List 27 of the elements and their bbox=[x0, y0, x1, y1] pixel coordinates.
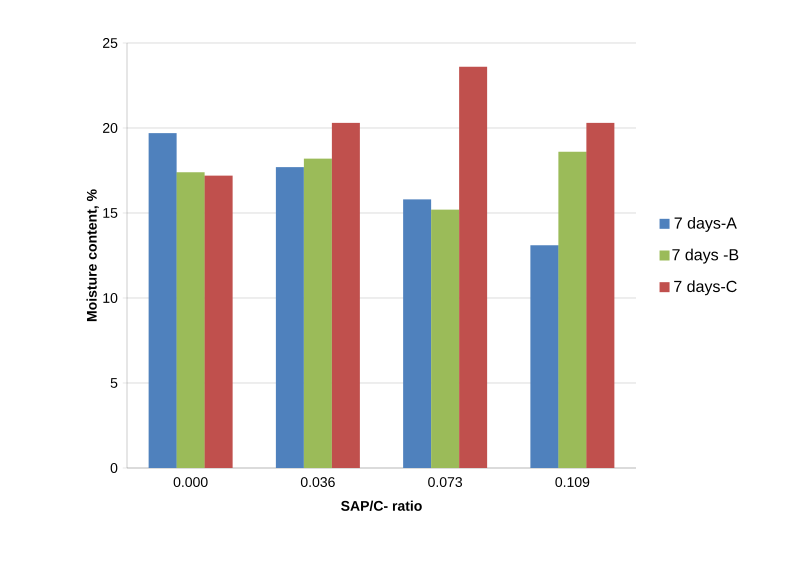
bar bbox=[530, 245, 558, 468]
y-tick-label: 20 bbox=[103, 123, 118, 133]
bar bbox=[586, 122, 614, 468]
x-tick-label: 0.073 bbox=[428, 477, 462, 488]
bar bbox=[403, 199, 432, 468]
bar bbox=[176, 172, 205, 468]
bar bbox=[148, 133, 177, 468]
y-axis-title: Moisture content, % bbox=[86, 189, 99, 322]
bar bbox=[304, 158, 332, 468]
y-tick-label: 25 bbox=[103, 38, 118, 48]
x-tick-label: 0.036 bbox=[300, 477, 335, 488]
x-axis-title: SAP/C- ratio bbox=[341, 500, 422, 511]
y-tick-label: 5 bbox=[110, 378, 118, 388]
bar bbox=[459, 66, 488, 468]
y-tick-label: 10 bbox=[103, 293, 118, 303]
bar bbox=[558, 152, 586, 468]
legend-label: 7 days-A bbox=[674, 216, 737, 232]
bar bbox=[276, 167, 304, 468]
y-tick-label: 15 bbox=[103, 208, 118, 218]
bar bbox=[431, 210, 460, 468]
y-tick-label: 0 bbox=[110, 463, 118, 473]
legend-label: 7 days-C bbox=[674, 280, 737, 296]
x-tick-label: 0.109 bbox=[555, 477, 590, 488]
bar bbox=[204, 176, 233, 468]
bar bbox=[332, 122, 360, 468]
legend-label: 7 days -B bbox=[672, 248, 738, 264]
x-tick-label: 0.000 bbox=[174, 477, 208, 488]
